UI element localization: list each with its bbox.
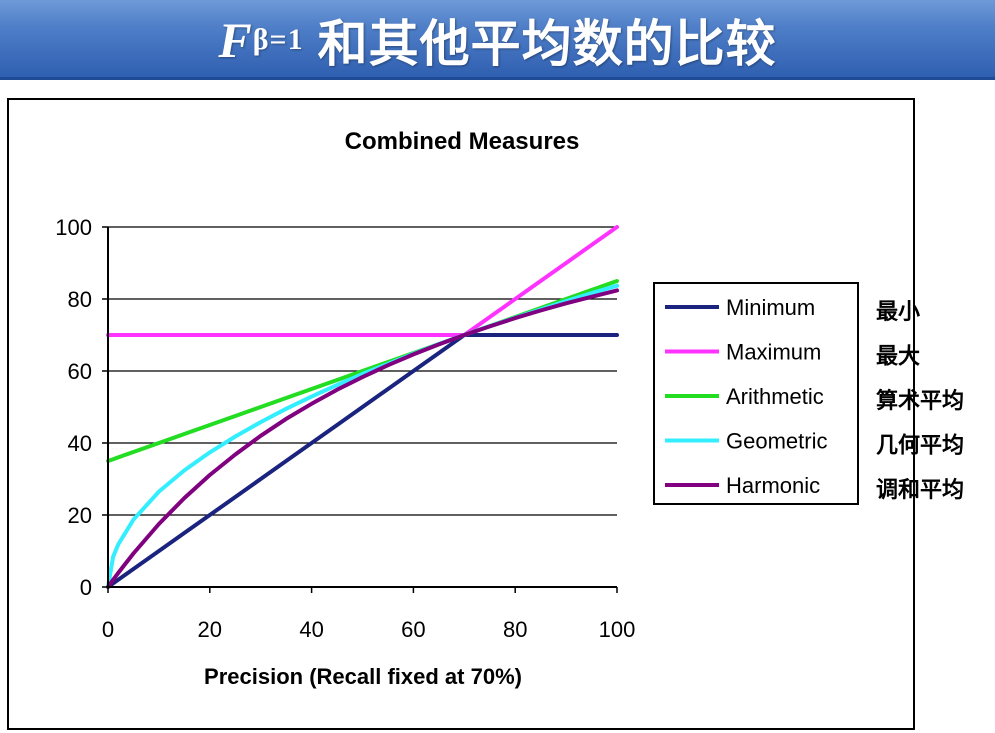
legend-label-arithmetic: Arithmetic xyxy=(726,384,824,409)
legend-label-maximum: Maximum xyxy=(726,340,821,365)
gridlines xyxy=(108,226,617,516)
chinese-label-maximum: 最大 xyxy=(876,345,920,370)
y-tick-label-20: 20 xyxy=(68,503,92,528)
series-line-minimum xyxy=(106,333,619,589)
chart-title: Combined Measures xyxy=(345,128,580,155)
f-measure-symbol: F xyxy=(218,12,253,68)
y-tick-label-60: 60 xyxy=(68,359,92,384)
x-tick-label-0: 0 xyxy=(102,617,114,642)
x-tick-label-80: 80 xyxy=(503,617,527,642)
x-tick-label-100: 100 xyxy=(599,617,636,642)
legend-label-minimum: Minimum xyxy=(726,295,815,320)
chinese-label-harmonic: 调和平均 xyxy=(876,477,964,503)
tick-labels: 0 20 40 60 80 100 0 20 40 60 80 100 xyxy=(55,215,635,642)
y-tick-label-40: 40 xyxy=(68,431,92,456)
x-tick-label-40: 40 xyxy=(299,617,323,642)
x-tick-label-20: 20 xyxy=(198,617,222,642)
legend-box xyxy=(653,282,859,505)
series-line-geometric xyxy=(106,283,619,589)
f-measure-subscript: β=1 xyxy=(252,23,304,56)
axes xyxy=(102,226,618,593)
x-axis-title: Precision (Recall fixed at 70%) xyxy=(204,664,522,689)
x-tick-label-60: 60 xyxy=(401,617,425,642)
series-lines xyxy=(106,225,619,589)
slide-title-bar xyxy=(0,0,995,80)
series-line-harmonic xyxy=(106,288,619,589)
legend-label-geometric: Geometric xyxy=(726,429,827,454)
chinese-label-geometric: 几何平均 xyxy=(876,433,964,459)
y-tick-label-80: 80 xyxy=(68,287,92,312)
chinese-label-minimum: 最小 xyxy=(876,300,920,325)
y-tick-label-0: 0 xyxy=(80,575,92,600)
legend: Minimum Maximum Arithmetic Geometric Harmoni… xyxy=(653,282,859,505)
series-line-maximum xyxy=(106,225,619,337)
slide-title-text: 和其他平均数的比较 xyxy=(317,14,777,73)
y-tick-label-100: 100 xyxy=(55,215,92,240)
chinese-label-arithmetic: 算术平均 xyxy=(876,388,964,414)
legend-label-harmonic: Harmonic xyxy=(726,473,820,498)
